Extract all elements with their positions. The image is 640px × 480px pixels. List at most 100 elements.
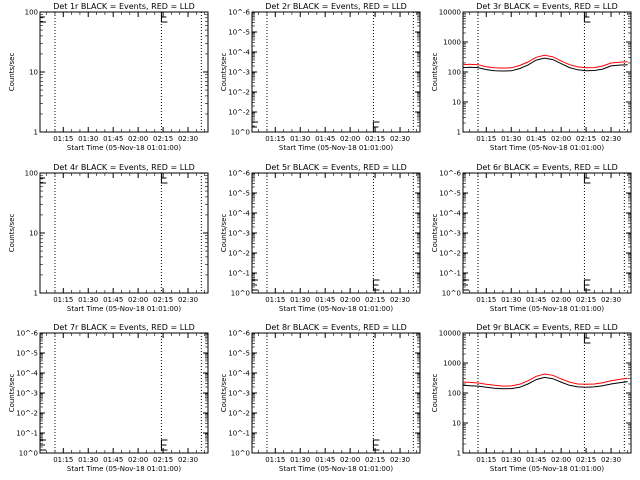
y-tick-label: 10 xyxy=(29,230,38,238)
x-tick-label: 01:15 xyxy=(476,135,496,143)
chart-panel-5: Det 5r BLACK = Events, RED = LLD 10^0 10^-… xyxy=(220,163,421,313)
y-tick-label: 10^-1 xyxy=(439,270,461,278)
y-tick-label: 10^0 xyxy=(442,290,461,298)
error-bar-marker xyxy=(160,439,168,451)
plot-frame xyxy=(251,172,421,294)
x-tick-label: 01:30 xyxy=(290,456,310,464)
x-tick-label: 01:30 xyxy=(78,296,98,304)
y-tick-label: 1000 xyxy=(443,360,461,368)
y-axis-label: Counts/sec xyxy=(431,374,439,413)
x-tick-label: 01:15 xyxy=(476,296,496,304)
chart-title: Det 7r BLACK = Events, RED = LLD xyxy=(53,323,195,332)
plot-frame xyxy=(462,332,632,454)
x-tick-label: 02:15 xyxy=(153,135,173,143)
y-tick-label: 10 xyxy=(452,420,461,428)
y-tick-label: 10^-4 xyxy=(228,370,250,378)
y-tick-label: 10^-2 xyxy=(228,250,250,258)
y-tick-label: 100 xyxy=(25,9,38,17)
x-tick-label: 02:00 xyxy=(128,456,148,464)
x-tick-label: 01:30 xyxy=(78,456,98,464)
y-tick-label: 10^-3 xyxy=(16,390,38,398)
y-axis-label: Counts/sec xyxy=(8,53,16,92)
x-tick-label: 02:30 xyxy=(601,135,621,143)
y-tick-label: 1 xyxy=(34,290,38,298)
x-tick-label: 02:00 xyxy=(551,296,571,304)
x-tick-label: 02:30 xyxy=(390,135,410,143)
x-tick-label: 02:00 xyxy=(128,296,148,304)
plot-frame xyxy=(462,172,632,294)
y-tick-label: 100 xyxy=(448,390,461,398)
chart-title: Det 9r BLACK = Events, RED = LLD xyxy=(476,323,618,332)
x-tick-label: 01:45 xyxy=(103,296,123,304)
x-tick-label: 02:15 xyxy=(365,456,385,464)
chart-title: Det 3r BLACK = Events, RED = LLD xyxy=(476,2,618,11)
error-bar-marker xyxy=(583,11,591,23)
y-tick-label: 1 xyxy=(34,129,38,137)
y-tick-label: 10^-5 xyxy=(16,350,38,358)
x-tick-label: 02:00 xyxy=(340,135,360,143)
lld-series-line xyxy=(462,54,628,69)
error-bar-marker xyxy=(462,279,469,291)
y-tick-label: 10^-2 xyxy=(228,410,250,418)
y-tick-label: 10^-4 xyxy=(228,49,250,57)
x-tick-label: 02:15 xyxy=(153,296,173,304)
y-tick-label: 10000 xyxy=(439,9,461,17)
x-tick-label: 01:45 xyxy=(315,135,335,143)
y-tick-label: 10^-6 xyxy=(228,330,250,338)
lld-series-line xyxy=(462,373,628,387)
x-tick-label: 02:15 xyxy=(153,456,173,464)
chart-panel-9: Det 9r BLACK = Events, RED = LLD 1 10 100 10… xyxy=(431,323,632,473)
y-tick-label: 10^-5 xyxy=(228,29,250,37)
y-tick-label: 10^-1 xyxy=(16,430,38,438)
x-tick-label: 02:00 xyxy=(551,456,571,464)
x-tick-label: 02:30 xyxy=(178,296,198,304)
plot-frame xyxy=(39,11,209,133)
y-tick-label: 10^-3 xyxy=(439,230,461,238)
y-tick-label: 1 xyxy=(457,450,461,458)
error-bar-marker xyxy=(39,439,46,451)
chart-title: Det 8r BLACK = Events, RED = LLD xyxy=(265,323,407,332)
y-tick-label: 10^-3 xyxy=(228,390,250,398)
y-tick-label: 100 xyxy=(25,170,38,178)
x-axis-label: Start Time (05-Nov-18 01:01:00) xyxy=(490,144,604,152)
x-tick-label: 01:30 xyxy=(501,456,521,464)
error-bar-marker xyxy=(583,332,591,344)
chart-title: Det 6r BLACK = Events, RED = LLD xyxy=(476,163,618,172)
error-bar-marker xyxy=(372,279,380,291)
x-tick-label: 02:30 xyxy=(601,296,621,304)
x-tick-label: 01:30 xyxy=(78,135,98,143)
y-axis-label: Counts/sec xyxy=(220,53,228,92)
x-axis-label: Start Time (05-Nov-18 01:01:00) xyxy=(67,144,181,152)
x-tick-label: 01:15 xyxy=(265,135,285,143)
x-tick-label: 02:00 xyxy=(340,296,360,304)
x-tick-label: 01:15 xyxy=(53,135,73,143)
y-tick-label: 10^-6 xyxy=(228,170,250,178)
x-tick-label: 01:30 xyxy=(290,296,310,304)
x-tick-label: 02:15 xyxy=(576,296,596,304)
events-series-line xyxy=(462,376,628,390)
chart-title: Det 4r BLACK = Events, RED = LLD xyxy=(53,163,195,172)
y-axis-label: Counts/sec xyxy=(8,374,16,413)
chart-panel-7: Det 7r BLACK = Events, RED = LLD 10^0 10^-… xyxy=(8,323,209,473)
y-tick-label: 10^0 xyxy=(231,290,250,298)
x-tick-label: 02:15 xyxy=(576,456,596,464)
y-tick-label: 10^-2 xyxy=(439,250,461,258)
x-tick-label: 02:30 xyxy=(178,135,198,143)
chart-title: Det 2r BLACK = Events, RED = LLD xyxy=(265,2,407,11)
y-axis-label: Counts/sec xyxy=(431,214,439,253)
x-tick-label: 01:15 xyxy=(53,296,73,304)
error-bar-marker xyxy=(251,121,258,133)
error-bar-marker xyxy=(160,172,168,184)
chart-panel-8: Det 8r BLACK = Events, RED = LLD 10^0 10^-… xyxy=(220,323,421,473)
x-tick-label: 01:15 xyxy=(265,456,285,464)
y-axis-label: Counts/sec xyxy=(431,53,439,92)
error-bar-marker xyxy=(372,439,380,451)
x-axis-label: Start Time (05-Nov-18 01:01:00) xyxy=(67,305,181,313)
y-tick-label: 10^-2 xyxy=(16,410,38,418)
y-tick-label: 100 xyxy=(448,69,461,77)
y-tick-label: 10^-1 xyxy=(228,270,250,278)
chart-title: Det 5r BLACK = Events, RED = LLD xyxy=(265,163,407,172)
chart-panel-4: Det 4r BLACK = Events, RED = LLD 1 10 100 Co… xyxy=(8,163,209,313)
x-tick-label: 02:00 xyxy=(128,135,148,143)
